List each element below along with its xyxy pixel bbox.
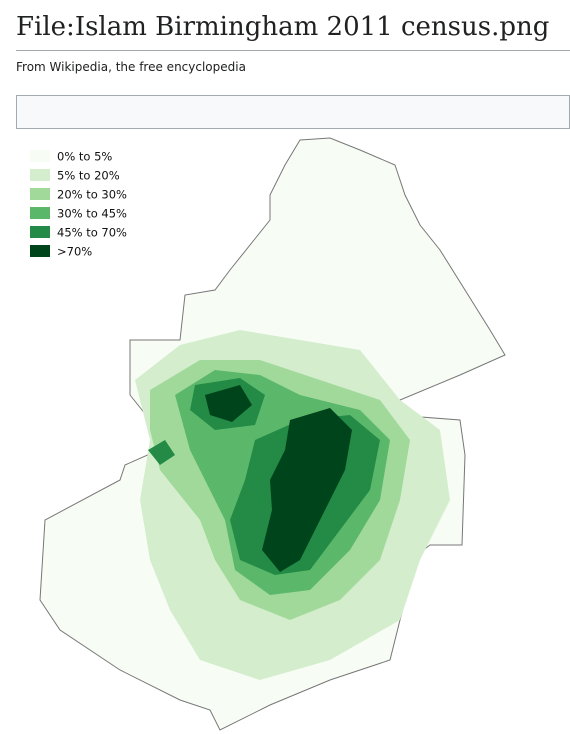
map-regions (39, 137, 506, 731)
legend-label: 30% to 45% (57, 207, 127, 221)
legend-label: 45% to 70% (57, 226, 127, 240)
region (262, 408, 352, 572)
legend-label: 0% to 5% (57, 150, 112, 164)
legend-swatch (30, 207, 50, 219)
page-title: File:Islam Birmingham 2011 census.png (16, 12, 550, 42)
legend-swatch (30, 169, 50, 181)
region (148, 440, 175, 465)
legend-label: >70% (57, 245, 92, 259)
legend-swatch (30, 245, 50, 257)
legend-label: 5% to 20% (57, 169, 120, 183)
title-rule (16, 50, 570, 51)
legend-swatch (30, 188, 50, 200)
legend-swatch (30, 150, 50, 162)
region (205, 385, 252, 422)
page-subtitle: From Wikipedia, the free encyclopedia (16, 60, 246, 74)
info-box (16, 95, 570, 129)
legend-swatch (30, 226, 50, 238)
map: 0% to 5% 5% to 20% 20% to 30% 30% to 45% 45%… (30, 137, 506, 731)
legend-label: 20% to 30% (57, 188, 127, 202)
